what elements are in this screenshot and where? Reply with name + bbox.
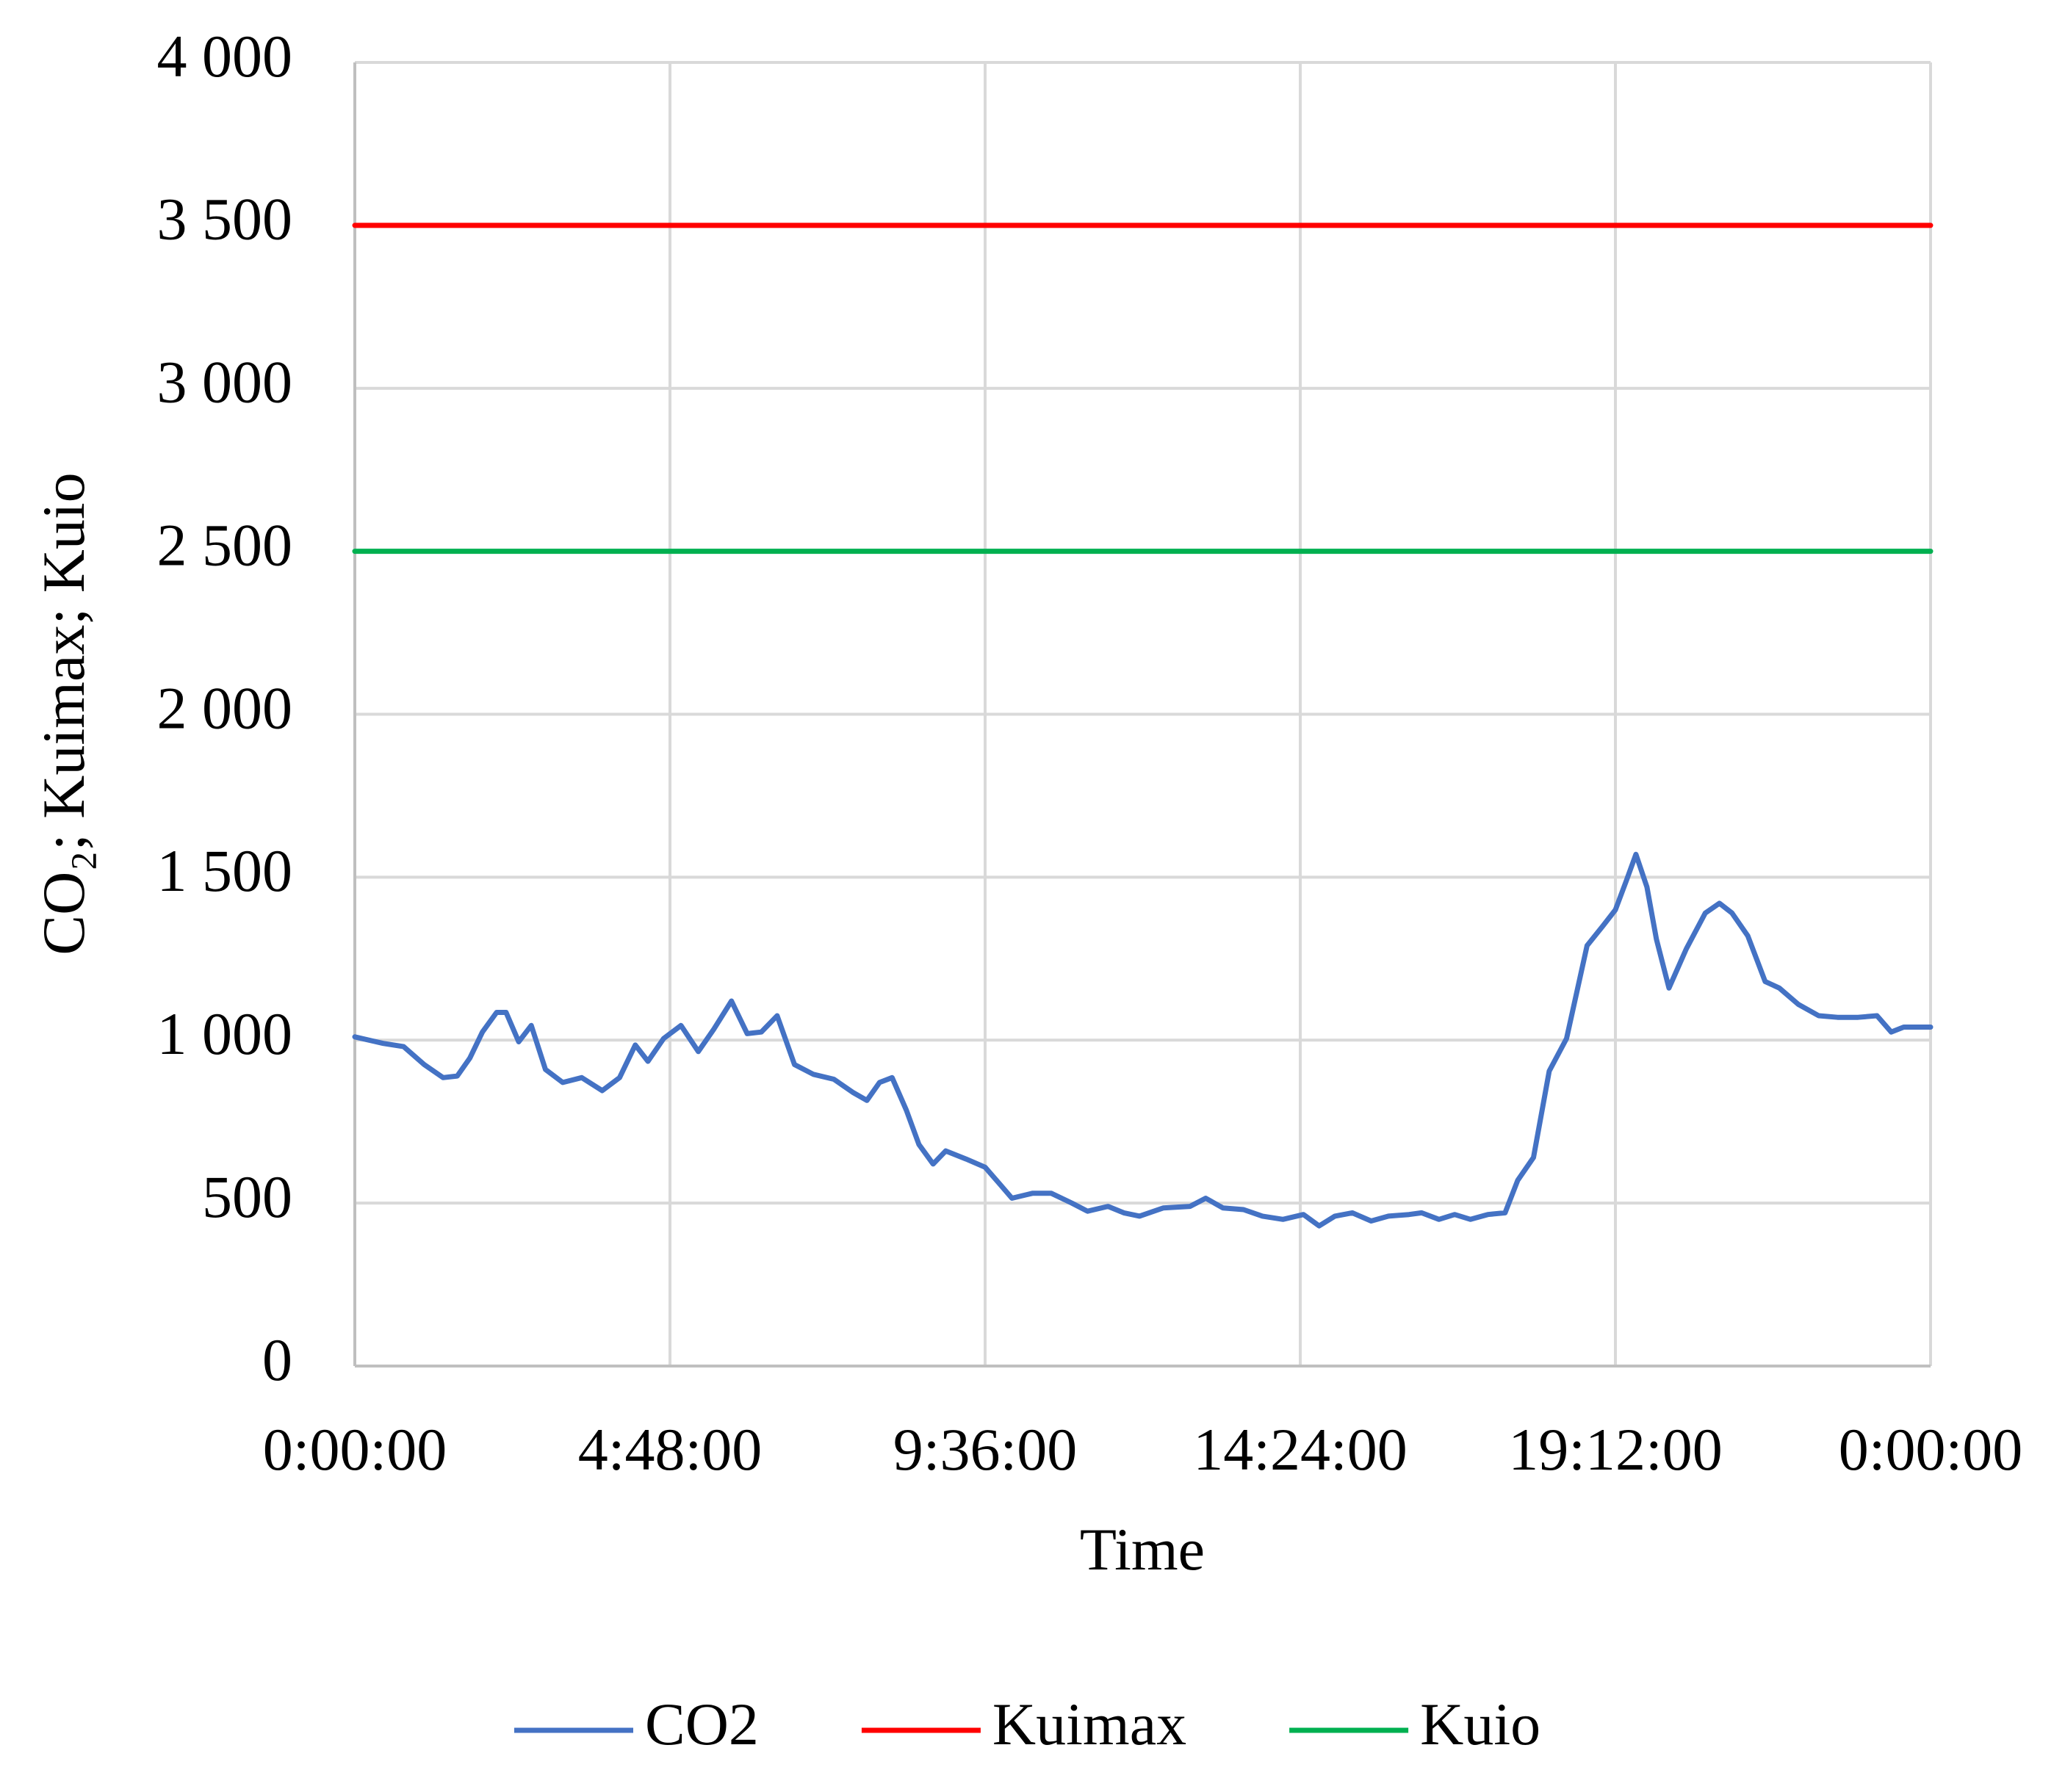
- x-tick-label: 0:00:00: [1839, 1416, 2023, 1483]
- y-tick-label: 1 500: [157, 837, 293, 904]
- y-tick-label: 0: [262, 1326, 292, 1393]
- y-tick-label: 500: [202, 1163, 292, 1230]
- legend-label: CO2: [645, 1691, 759, 1757]
- legend-label: Kuio: [1420, 1691, 1540, 1757]
- x-axis-title: Time: [1080, 1516, 1205, 1583]
- y-axis-title: CO₂; Kuimax; Kuio: [30, 472, 97, 955]
- y-tick-label: 2 500: [157, 511, 293, 578]
- x-tick-label: 4:48:00: [578, 1416, 763, 1483]
- y-tick-label: 3 500: [157, 186, 293, 253]
- y-tick-label: 4 000: [157, 23, 293, 90]
- legend-label: Kuimax: [992, 1691, 1186, 1757]
- y-tick-label: 2 000: [157, 674, 293, 741]
- x-tick-label: 19:12:00: [1508, 1416, 1723, 1483]
- x-tick-label: 14:24:00: [1193, 1416, 1408, 1483]
- data-line: [352, 851, 1934, 1229]
- y-tick-label: 3 000: [157, 349, 293, 416]
- x-tick-label: 0:00:00: [263, 1416, 447, 1483]
- y-tick-label: 1 000: [157, 1000, 293, 1067]
- x-tick-label: 9:36:00: [893, 1416, 1078, 1483]
